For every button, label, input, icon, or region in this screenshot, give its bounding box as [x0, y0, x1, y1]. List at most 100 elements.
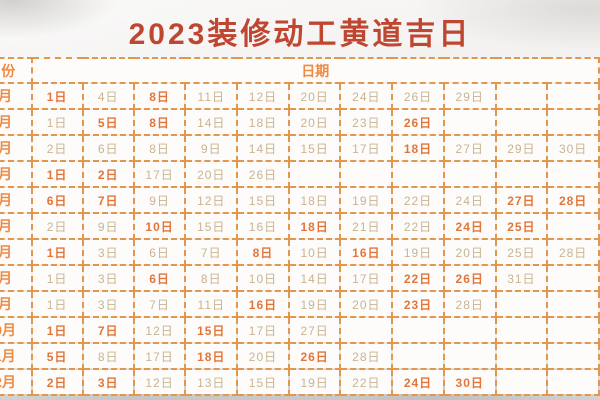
month-label: 12月 — [0, 368, 33, 396]
auspicious-days-table: 月份 日期 1月1日4日8日11日12日20日24日26日29日2月1日5日8日… — [0, 57, 600, 396]
day-cell: 22日 — [391, 264, 445, 292]
day-cell: 12日 — [184, 186, 239, 214]
day-cell: 9日 — [132, 186, 187, 214]
empty-day-cell — [442, 160, 497, 188]
day-cell: 31日 — [494, 264, 549, 292]
day-cell: 8日 — [236, 238, 290, 266]
empty-day-cell — [442, 108, 497, 136]
page-title: 2023装修动工黄道吉日 — [128, 18, 472, 51]
empty-day-cell — [546, 160, 600, 188]
day-cell: 20日 — [287, 108, 342, 136]
empty-day-cell — [546, 108, 600, 136]
day-cell: 1日 — [30, 316, 84, 344]
day-cell: 26日 — [391, 82, 445, 110]
empty-day-cell — [494, 108, 549, 136]
day-cell: 21日 — [339, 212, 394, 240]
day-cell: 12日 — [132, 316, 187, 344]
day-cell: 10日 — [236, 264, 290, 292]
table-row: 5月6日7日9日12日15日18日19日22日24日27日28日 — [0, 186, 600, 214]
empty-day-cell — [546, 316, 600, 344]
day-cell: 18日 — [184, 342, 239, 370]
day-cell: 8日 — [184, 264, 239, 292]
day-cell: 19日 — [287, 290, 342, 318]
table-row: 11月5日8日17日18日20日26日28日 — [0, 342, 600, 370]
day-cell: 2日 — [30, 368, 84, 396]
day-cell: 23日 — [339, 108, 394, 136]
day-cell: 6日 — [30, 186, 84, 214]
day-cell: 22日 — [339, 368, 394, 396]
day-cell: 26日 — [287, 342, 342, 370]
day-cell: 10日 — [287, 238, 342, 266]
empty-day-cell — [546, 342, 600, 370]
month-label: 11月 — [0, 342, 33, 370]
day-cell: 20日 — [236, 342, 290, 370]
day-cell: 6日 — [81, 134, 135, 162]
day-cell: 15日 — [184, 316, 239, 344]
empty-day-cell — [287, 160, 342, 188]
day-cell: 8日 — [132, 134, 187, 162]
day-cell: 16日 — [339, 238, 394, 266]
day-cell: 17日 — [236, 316, 290, 344]
day-cell: 14日 — [236, 134, 290, 162]
month-label: 5月 — [0, 186, 33, 214]
calendar-body: 1月1日4日8日11日12日20日24日26日29日2月1日5日8日14日18日… — [0, 82, 600, 396]
day-cell: 27日 — [287, 316, 342, 344]
day-cell: 1日 — [30, 82, 84, 110]
day-cell: 20日 — [339, 290, 394, 318]
day-cell: 17日 — [339, 134, 394, 162]
day-cell: 12日 — [132, 368, 187, 396]
day-cell: 5日 — [30, 342, 84, 370]
day-cell: 24日 — [391, 368, 445, 396]
table-row: 4月1日2日17日20日26日 — [0, 160, 600, 188]
day-cell: 3日 — [81, 368, 135, 396]
day-cell: 4日 — [81, 82, 135, 110]
day-cell: 8日 — [132, 82, 187, 110]
calendar-table-wrap: 月份 日期 1月1日4日8日11日12日20日24日26日29日2月1日5日8日… — [0, 57, 600, 396]
day-cell: 25日 — [494, 212, 549, 240]
day-cell: 17日 — [132, 342, 187, 370]
day-cell: 14日 — [184, 108, 239, 136]
month-label: 6月 — [0, 212, 33, 240]
table-row: 3月2日6日8日9日14日15日17日18日27日29日30日 — [0, 134, 600, 162]
day-cell: 17日 — [132, 160, 187, 188]
day-cell: 18日 — [236, 108, 290, 136]
empty-day-cell — [339, 160, 394, 188]
empty-day-cell — [494, 290, 549, 318]
day-cell: 9日 — [81, 212, 135, 240]
table-row: 12月2日3日12日13日15日19日22日24日30日 — [0, 368, 600, 396]
table-row: 10月1日7日12日15日17日27日 — [0, 316, 600, 344]
day-cell: 30日 — [442, 368, 497, 396]
empty-day-cell — [442, 342, 497, 370]
month-label: 4月 — [0, 160, 33, 188]
day-cell: 20日 — [287, 82, 342, 110]
empty-day-cell — [546, 264, 600, 292]
empty-day-cell — [494, 160, 549, 188]
empty-day-cell — [546, 82, 600, 110]
day-cell: 6日 — [132, 264, 187, 292]
month-label: 3月 — [0, 134, 33, 162]
day-cell: 14日 — [287, 264, 342, 292]
day-cell: 11日 — [184, 82, 239, 110]
day-cell: 3日 — [81, 238, 135, 266]
day-cell: 17日 — [339, 264, 394, 292]
day-cell: 7日 — [132, 290, 187, 318]
day-cell: 12日 — [236, 82, 290, 110]
day-cell: 11日 — [184, 290, 239, 318]
month-label: 8月 — [0, 264, 33, 292]
day-cell: 28日 — [442, 290, 497, 318]
day-cell: 18日 — [287, 212, 342, 240]
day-cell: 24日 — [442, 186, 497, 214]
empty-day-cell — [494, 316, 549, 344]
day-cell: 16日 — [236, 290, 290, 318]
day-cell: 26日 — [236, 160, 290, 188]
empty-day-cell — [546, 212, 600, 240]
day-cell: 15日 — [236, 186, 290, 214]
day-cell: 1日 — [30, 264, 84, 292]
day-cell: 3日 — [81, 290, 135, 318]
month-label: 9月 — [0, 290, 33, 318]
day-cell: 6日 — [132, 238, 187, 266]
day-cell: 24日 — [339, 82, 394, 110]
day-cell: 26日 — [391, 108, 445, 136]
empty-day-cell — [494, 82, 549, 110]
day-cell: 29日 — [494, 134, 549, 162]
